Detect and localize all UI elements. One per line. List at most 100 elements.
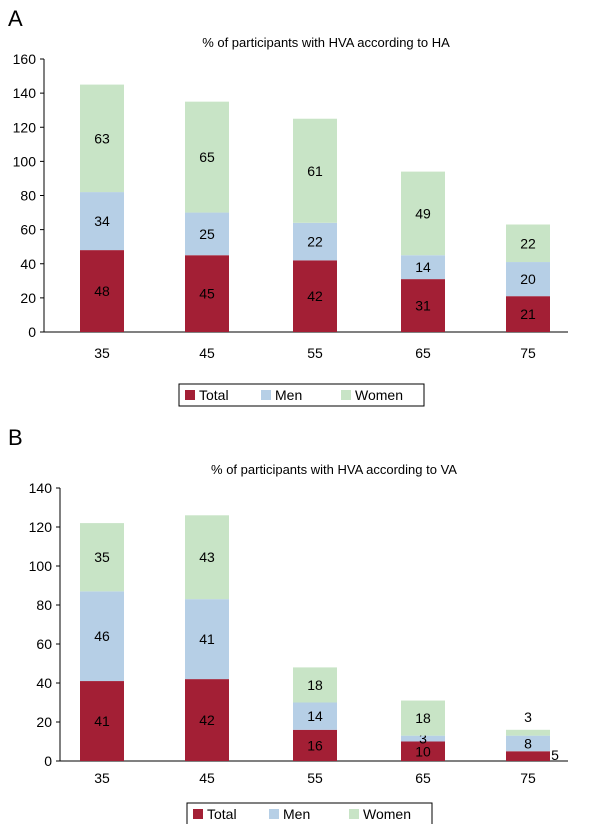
y-tick-label: 120 bbox=[29, 519, 53, 535]
data-label-women-35: 35 bbox=[94, 549, 110, 565]
legend-swatch-total bbox=[193, 809, 203, 819]
panel-b-letter: B bbox=[8, 425, 23, 450]
bar-women-55 bbox=[293, 118, 337, 223]
bar-women-45 bbox=[185, 515, 229, 600]
y-tick-label: 0 bbox=[44, 753, 52, 769]
bar-men-75 bbox=[506, 262, 550, 297]
x-tick-label: 75 bbox=[520, 770, 536, 786]
bar-men-45 bbox=[185, 212, 229, 256]
data-label-total-55: 42 bbox=[307, 288, 323, 304]
data-label-men-75: 20 bbox=[520, 271, 536, 287]
x-tick-label: 55 bbox=[307, 345, 323, 361]
y-tick-label: 60 bbox=[36, 636, 52, 652]
y-tick-label: 140 bbox=[13, 85, 37, 101]
data-label-men-75: 8 bbox=[524, 735, 532, 751]
bar-women-75 bbox=[506, 224, 550, 263]
data-label-women-55: 18 bbox=[307, 677, 323, 693]
data-label-men-35: 34 bbox=[94, 213, 110, 229]
bar-men-35 bbox=[80, 591, 124, 682]
legend-swatch-women bbox=[341, 390, 351, 400]
bar-men-55 bbox=[293, 222, 337, 261]
legend-swatch-total bbox=[185, 390, 195, 400]
y-tick-label: 100 bbox=[13, 153, 37, 169]
data-label-women-65: 18 bbox=[415, 710, 431, 726]
x-tick-label: 45 bbox=[199, 770, 215, 786]
x-tick-label: 65 bbox=[415, 770, 431, 786]
data-label-women-75: 22 bbox=[520, 235, 536, 251]
bar-women-65 bbox=[401, 700, 445, 736]
y-tick-label: 140 bbox=[29, 480, 53, 496]
legend-label-total: Total bbox=[199, 387, 229, 403]
legend-label-men: Men bbox=[275, 387, 302, 403]
chart-title: % of participants with HVA according to … bbox=[211, 462, 457, 477]
data-label-total-65: 31 bbox=[415, 298, 431, 314]
x-tick-label: 65 bbox=[415, 345, 431, 361]
legend-swatch-men bbox=[261, 390, 271, 400]
bar-total-55 bbox=[293, 729, 337, 761]
y-tick-label: 160 bbox=[13, 51, 37, 67]
legend-label-men: Men bbox=[283, 806, 310, 822]
data-label-total-75: 21 bbox=[520, 306, 536, 322]
chart-b: % of participants with HVA according to … bbox=[29, 462, 568, 824]
data-label-men-35: 46 bbox=[94, 628, 110, 644]
bar-women-65 bbox=[401, 171, 445, 256]
legend-label-women: Women bbox=[363, 806, 411, 822]
bar-total-35 bbox=[80, 681, 124, 761]
y-tick-label: 60 bbox=[20, 222, 36, 238]
legend-box bbox=[186, 802, 433, 824]
data-label-men-55: 22 bbox=[307, 234, 323, 250]
x-tick-label: 45 bbox=[199, 345, 215, 361]
bar-women-35 bbox=[80, 523, 124, 592]
x-tick-label: 35 bbox=[94, 345, 110, 361]
data-label-total-45: 45 bbox=[199, 286, 215, 302]
x-tick-label: 35 bbox=[94, 770, 110, 786]
y-tick-label: 0 bbox=[28, 324, 36, 340]
bar-total-45 bbox=[185, 679, 229, 761]
bar-total-75 bbox=[506, 296, 550, 332]
data-label-men-55: 14 bbox=[307, 708, 323, 724]
y-tick-label: 100 bbox=[29, 558, 53, 574]
data-label-men-45: 41 bbox=[199, 631, 215, 647]
data-label-women-35: 63 bbox=[94, 130, 110, 146]
data-label-women-45: 43 bbox=[199, 549, 215, 565]
y-tick-label: 40 bbox=[36, 675, 52, 691]
panel-a-letter: A bbox=[8, 6, 23, 31]
y-tick-label: 120 bbox=[13, 119, 37, 135]
legend-swatch-women bbox=[349, 809, 359, 819]
bar-women-45 bbox=[185, 101, 229, 213]
bar-total-65 bbox=[401, 741, 445, 761]
data-label-total-65: 10 bbox=[415, 743, 431, 759]
data-label-total-45: 42 bbox=[199, 712, 215, 728]
bar-women-35 bbox=[80, 84, 124, 193]
chart-a: % of participants with HVA according to … bbox=[13, 35, 568, 407]
data-label-men-65: 3 bbox=[419, 731, 427, 747]
bar-women-55 bbox=[293, 667, 337, 703]
legend-label-total: Total bbox=[207, 806, 237, 822]
data-label-total-35: 41 bbox=[94, 713, 110, 729]
y-tick-label: 20 bbox=[36, 714, 52, 730]
bar-men-65 bbox=[401, 735, 445, 742]
data-label-men-65: 14 bbox=[415, 259, 431, 275]
data-label-total-35: 48 bbox=[94, 283, 110, 299]
data-label-total-55: 16 bbox=[307, 737, 323, 753]
bar-men-45 bbox=[185, 599, 229, 680]
bar-total-45 bbox=[185, 255, 229, 332]
y-tick-label: 80 bbox=[36, 597, 52, 613]
bar-total-65 bbox=[401, 279, 445, 332]
bar-men-35 bbox=[80, 192, 124, 251]
data-label-women-65: 49 bbox=[415, 205, 431, 221]
y-tick-label: 20 bbox=[20, 290, 36, 306]
data-label-women-55: 61 bbox=[307, 163, 323, 179]
bar-total-55 bbox=[293, 260, 337, 332]
bar-men-55 bbox=[293, 702, 337, 730]
legend-label-women: Women bbox=[355, 387, 403, 403]
legend-box bbox=[178, 383, 425, 407]
bar-men-75 bbox=[506, 735, 550, 752]
data-label-women-75: 3 bbox=[524, 709, 532, 725]
data-label-men-45: 25 bbox=[199, 226, 215, 242]
data-label-total-75: 5 bbox=[551, 747, 559, 763]
x-tick-label: 75 bbox=[520, 345, 536, 361]
bar-men-65 bbox=[401, 255, 445, 280]
y-tick-label: 40 bbox=[20, 256, 36, 272]
data-label-women-45: 65 bbox=[199, 149, 215, 165]
